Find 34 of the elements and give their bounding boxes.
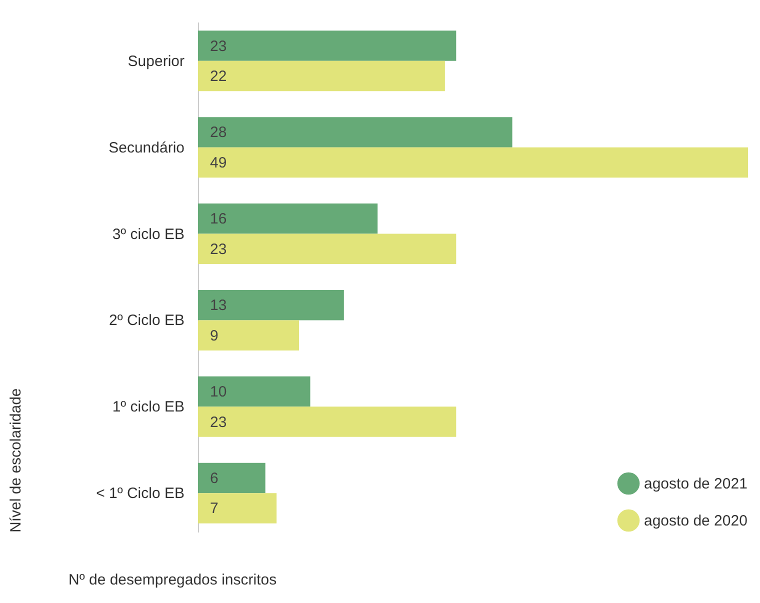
y-axis-title: Nível de escolaridade: [8, 388, 24, 532]
bar: [198, 234, 456, 264]
data-label: 9: [210, 327, 218, 344]
bar: [198, 493, 277, 524]
data-label: 28: [210, 124, 227, 142]
data-label: 23: [210, 38, 227, 55]
bar: [198, 406, 456, 437]
data-label: 7: [210, 500, 218, 518]
bar: [198, 462, 266, 494]
data-label: 10: [210, 384, 227, 401]
bar: [198, 290, 344, 320]
y-tick-label: 1º ciclo EB: [112, 398, 184, 416]
bar: [198, 204, 378, 234]
bar: [198, 376, 310, 407]
data-label: 6: [210, 470, 218, 487]
bar: [198, 320, 300, 350]
bar: [198, 60, 445, 92]
legend-label: agosto de 2020: [644, 512, 748, 530]
bar: [198, 117, 512, 148]
bar: [198, 147, 748, 178]
y-tick-label: 3º ciclo EB: [112, 226, 184, 243]
data-label: 49: [210, 154, 227, 172]
data-label: 16: [210, 210, 227, 228]
data-label: 22: [210, 68, 227, 86]
data-label: 23: [210, 414, 227, 431]
y-tick-label: 2º Ciclo EB: [108, 312, 184, 330]
x-axis-title: Nº de desempregados inscritos: [68, 572, 277, 588]
y-tick-label: Superior: [128, 52, 184, 70]
legend-label: agosto de 2021: [644, 476, 748, 492]
data-label: 23: [210, 240, 227, 258]
y-tick-label: Secundário: [108, 139, 184, 156]
y-tick-label: < 1º Ciclo EB: [96, 485, 184, 502]
data-label: 13: [210, 297, 227, 314]
bar: [198, 30, 456, 61]
